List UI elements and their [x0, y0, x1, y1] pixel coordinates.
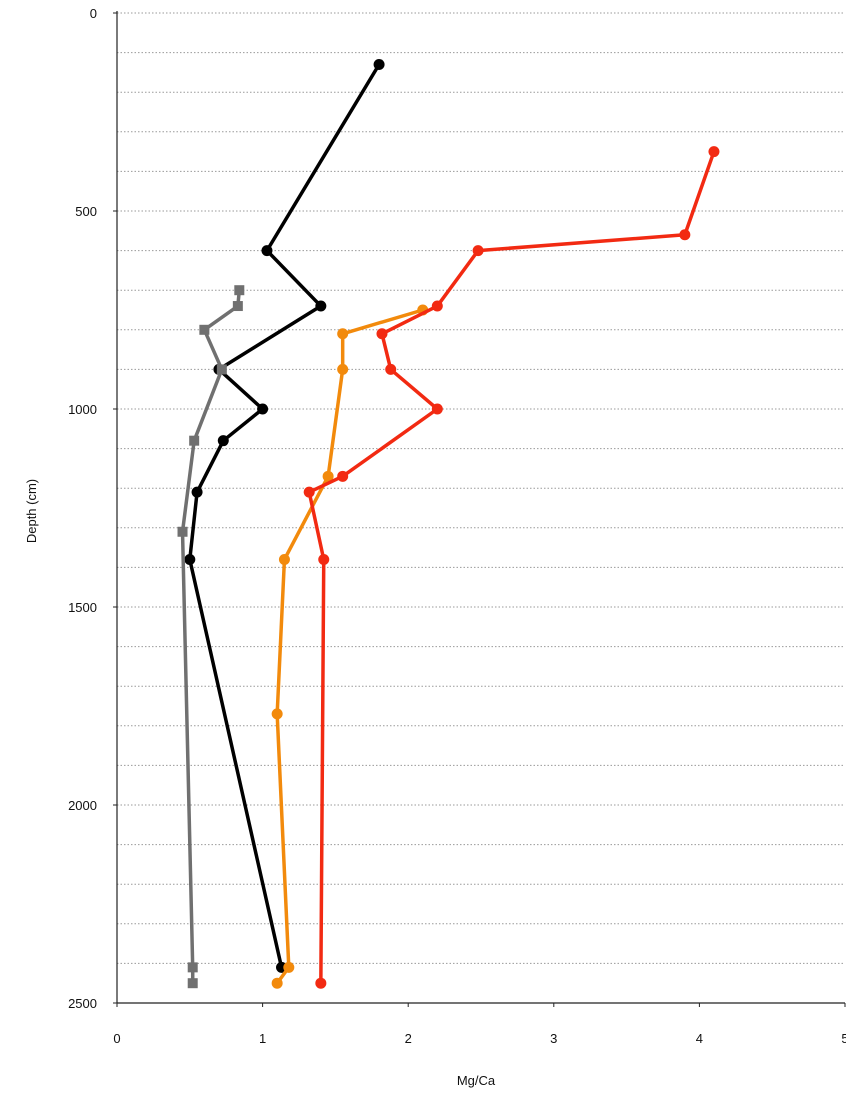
data-point	[472, 245, 484, 257]
series-2	[177, 285, 245, 989]
data-point	[376, 328, 388, 340]
data-point	[217, 435, 229, 447]
y-axis-title: Depth (cm)	[24, 479, 39, 543]
data-point-square	[216, 364, 227, 375]
series-line	[275, 308, 425, 985]
data-point	[278, 553, 290, 565]
y-tick-label: 0	[90, 6, 97, 21]
data-point	[385, 363, 397, 375]
data-point	[708, 146, 720, 158]
data-point	[322, 470, 334, 482]
series-3	[271, 304, 429, 989]
data-point	[315, 300, 327, 312]
data-point	[318, 553, 330, 565]
series-1	[184, 58, 385, 973]
data-point	[271, 708, 283, 720]
y-tick-label: 1500	[68, 600, 97, 615]
series-line	[180, 288, 242, 985]
y-tick-label: 500	[75, 204, 97, 219]
data-point	[431, 300, 443, 312]
y-tick-label: 2000	[68, 798, 97, 813]
data-point	[337, 328, 349, 340]
x-tick-label: 1	[259, 1031, 266, 1046]
tick-labels: 0 500 1000 1500 2000 2500 0 1 2 3 4 5	[68, 6, 846, 1046]
data-point	[261, 245, 273, 257]
series-line	[188, 62, 381, 970]
x-axis-title: Mg/Ca	[457, 1073, 496, 1088]
y-tick-label: 1000	[68, 402, 97, 417]
data-point	[679, 229, 691, 241]
data-point-square	[232, 301, 243, 312]
data-point	[337, 470, 349, 482]
x-tick-label: 3	[550, 1031, 557, 1046]
x-tick-label: 4	[696, 1031, 703, 1046]
data-point	[191, 486, 203, 498]
data-point	[184, 553, 196, 565]
data-point-square	[187, 962, 198, 973]
x-tick-label: 0	[113, 1031, 120, 1046]
x-tick-label: 5	[841, 1031, 846, 1046]
data-point-square	[189, 435, 200, 446]
data-point-square	[177, 526, 188, 537]
data-point	[337, 363, 349, 375]
data-point-square	[199, 324, 210, 335]
y-tick-label: 2500	[68, 996, 97, 1011]
data-point	[257, 403, 269, 415]
data-point	[283, 961, 295, 973]
data-point-square	[234, 285, 245, 296]
data-point-square	[187, 978, 198, 989]
data-point	[271, 977, 283, 989]
data-point	[431, 403, 443, 415]
series-4	[303, 146, 720, 989]
axes	[113, 11, 846, 1007]
gridlines	[117, 12, 845, 964]
data-point	[303, 486, 315, 498]
data-point	[315, 977, 327, 989]
data-point	[373, 58, 385, 70]
data-series	[177, 58, 720, 989]
x-tick-label: 2	[405, 1031, 412, 1046]
